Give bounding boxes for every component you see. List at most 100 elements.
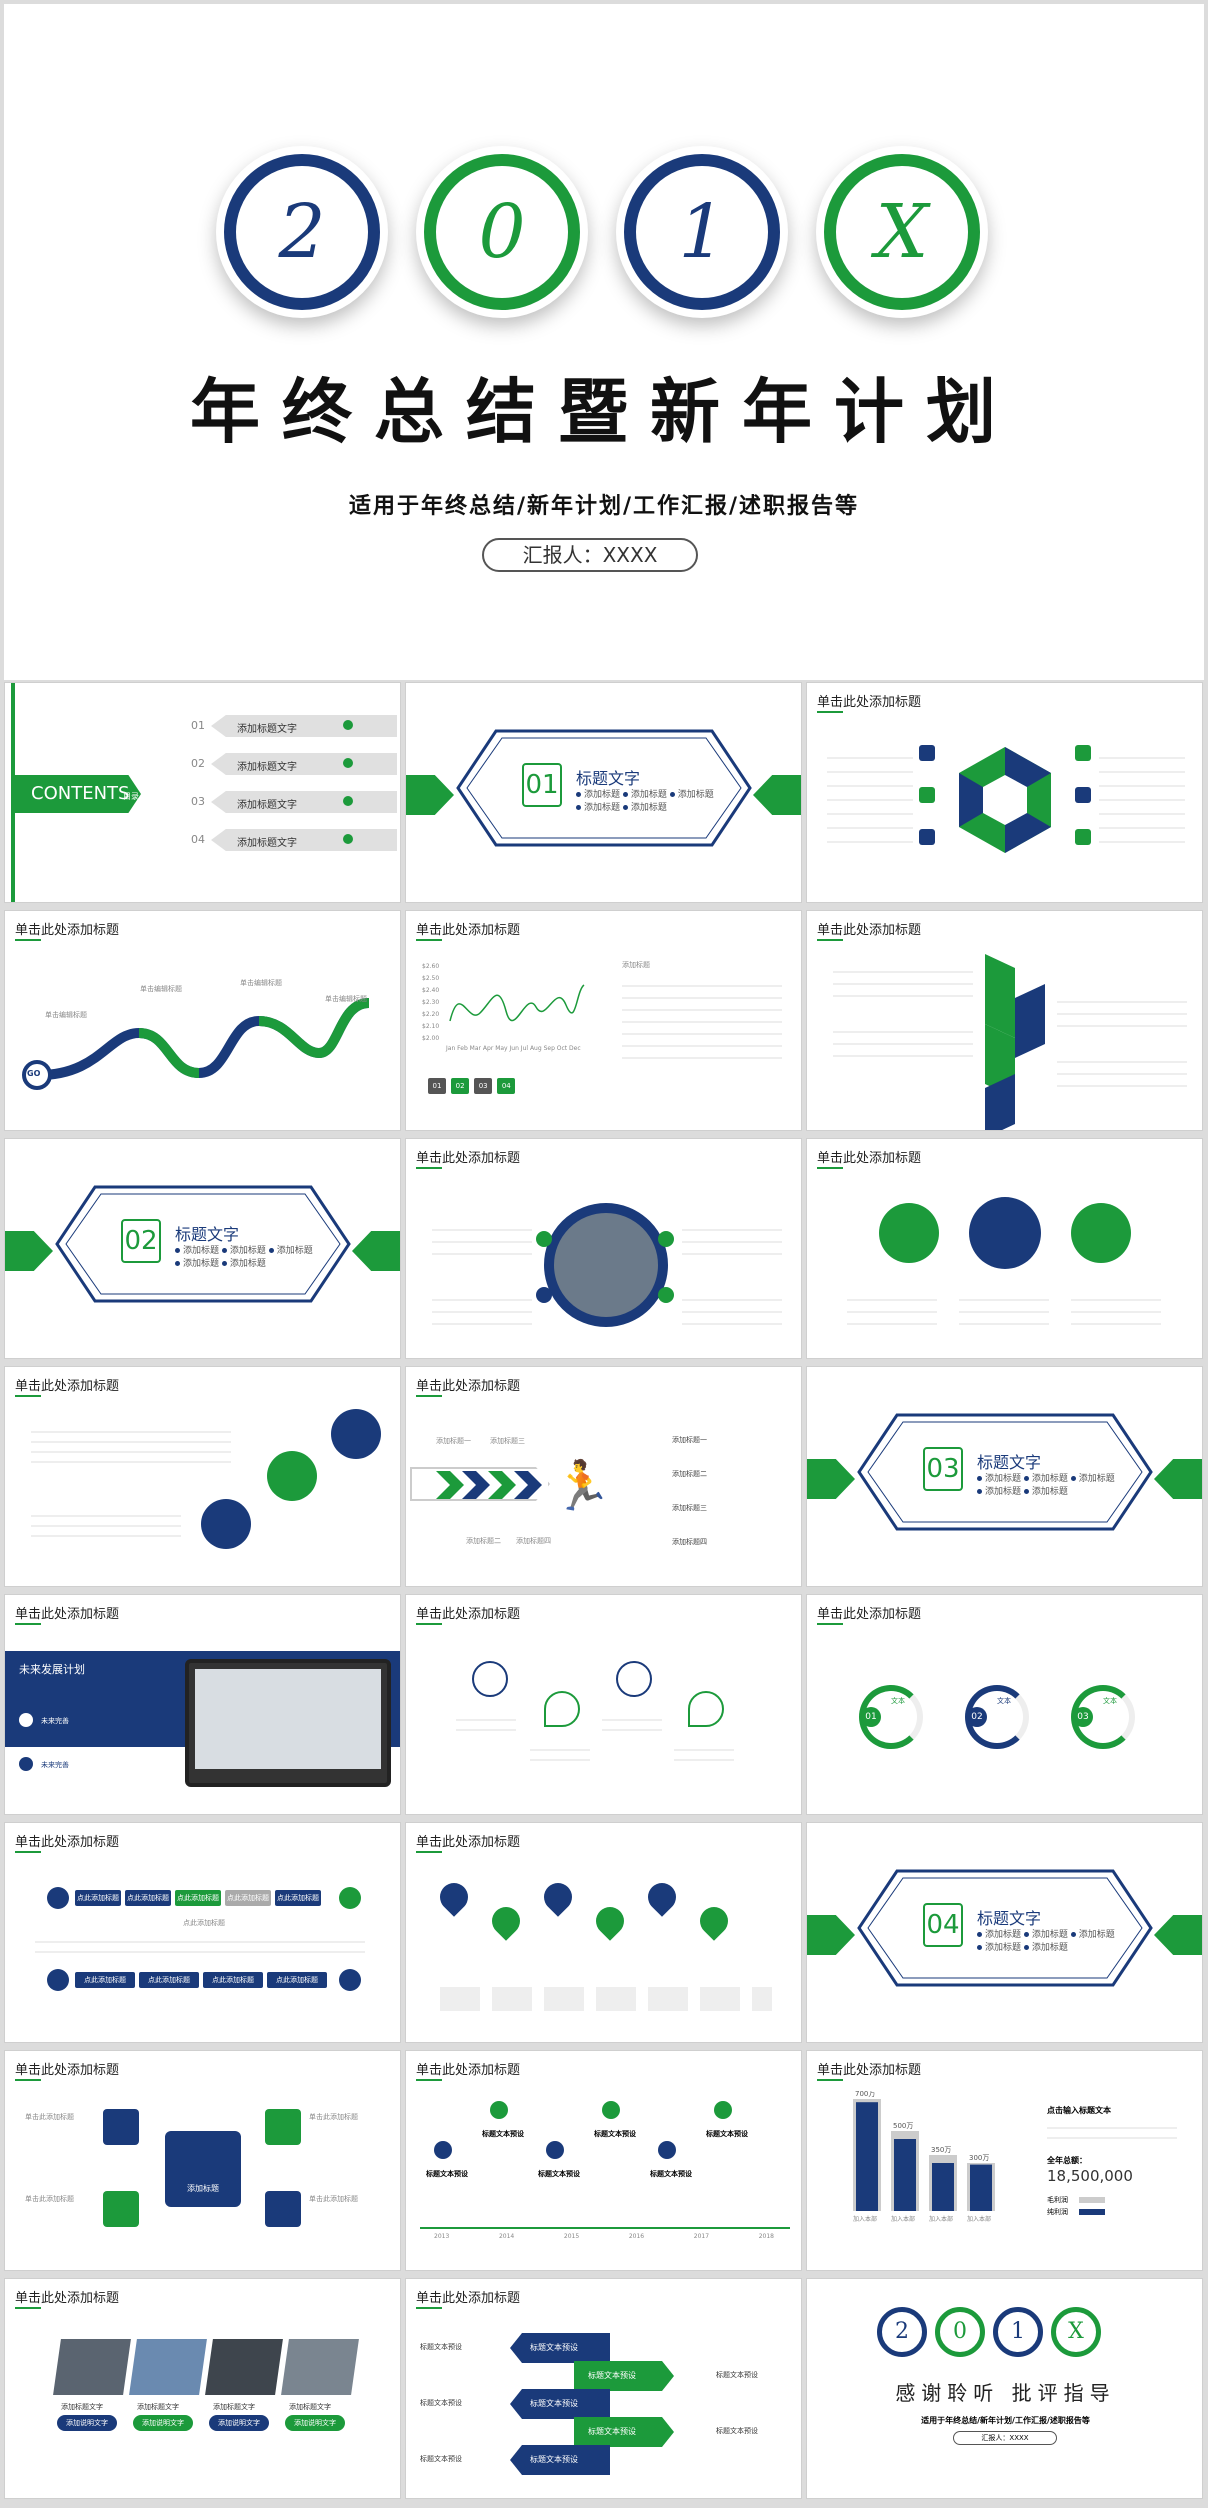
board-icon [544, 1691, 580, 1727]
slide-section-01[interactable]: 01 标题文字 添加标题 添加标题 添加标题 添加标题 添加标题 [405, 682, 802, 903]
section-items: 添加标题 添加标题 添加标题 添加标题 添加标题 [576, 789, 746, 815]
slide-section-04[interactable]: 04 标题文字 添加标题 添加标题 添加标题 添加标题 添加标题 [806, 1822, 1203, 2043]
compass-icon [103, 2191, 139, 2227]
slide-title: 单击此处添加标题 [416, 1831, 520, 1853]
bar-inner [932, 2163, 954, 2211]
circle-3 [1071, 1203, 1131, 1263]
slide-three-circles[interactable]: 单击此处添加标题 [806, 1138, 1203, 1359]
bar-inner [970, 2164, 992, 2211]
gear-icon [536, 1287, 552, 1303]
bar-total: 18,500,000 [1047, 2167, 1133, 2185]
clock-icon [490, 2101, 508, 2119]
cloud-icon [339, 1969, 361, 1991]
photo-circle [544, 1203, 668, 1327]
digit: 1 [678, 189, 726, 275]
slide-title: 单击此处添加标题 [15, 2287, 119, 2309]
people-icon [47, 1887, 69, 1909]
slide-stairs[interactable]: 单击此处添加标题 [806, 910, 1203, 1131]
slide-section-02[interactable]: 02 标题文字 添加标题 添加标题 添加标题 添加标题 添加标题 [4, 1138, 401, 1359]
cover-title: 年终总结暨新年计划 [190, 371, 1018, 453]
hexagon-frame [857, 1869, 1153, 1987]
user-icon [688, 1691, 724, 1727]
slide-thanks[interactable]: 2 0 1 X 感谢聆听 批评指导 适用于年终总结/新年计划/工作汇报/述职报告… [806, 2278, 1203, 2499]
slide-title: 单击此处添加标题 [15, 1831, 119, 1853]
slide-title: 单击此处添加标题 [15, 2059, 119, 2081]
bar-inner [894, 2139, 916, 2211]
people-icon [919, 745, 935, 761]
bar-label: 350万 [931, 2146, 951, 2154]
cover-slide: 2 0 1 X 年终总结暨新年计划 适用于年终总结/新年计划/工作汇报/述职报告… [4, 4, 1204, 680]
digit-circle-3: 1 [616, 146, 788, 318]
laptop-image [185, 1659, 391, 1787]
slide-photos[interactable]: 单击此处添加标题 添加标题文字 添加标题文字 添加标题文字 添加标题文字 添加说… [4, 2278, 401, 2499]
step-list: 添加标题一 添加标题二 添加标题三 添加标题四 [672, 1436, 707, 1546]
slide-plan[interactable]: 单击此处添加标题 未来发展计划 未来完善 未来完善 [4, 1594, 401, 1815]
pencil-icon [103, 2109, 139, 2145]
section-title: 标题文字 [576, 769, 641, 788]
timeline-years: 2013 2014 2015 2016 2017 2018 [434, 2233, 774, 2240]
pin-marker [434, 1877, 474, 1917]
slide-title: 单击此处添加标题 [416, 1375, 520, 1397]
tools-icon [919, 787, 935, 803]
chart-buttons: 01 02 03 04 [428, 1073, 516, 1094]
handshake-icon [658, 1287, 674, 1303]
list-item[interactable]: 03 添加标题文字 [191, 789, 397, 827]
slide-arrow-runner[interactable]: 单击此处添加标题 🏃 添加标题一 添加标题三 添加标题二 添加标题四 添加标题一… [405, 1366, 802, 1587]
contents-list: 01 添加标题文字 02 添加标题文字 03 添加标题文字 04 添加标题文字 [191, 713, 397, 865]
slide-title: 单击此处添加标题 [15, 1603, 119, 1625]
contents-label-sub: 目录 [123, 792, 139, 801]
slide-photo-circle[interactable]: 单击此处添加标题 [405, 1138, 802, 1359]
hexagon-frame [456, 729, 752, 847]
list-item[interactable]: 01 添加标题文字 [191, 713, 397, 751]
line-chart [449, 984, 585, 1022]
slide-contents[interactable]: CONTENTS 目录 01 添加标题文字 02 添加标题文字 03 添加标题文字 0… [4, 682, 401, 903]
digit: 2 [278, 189, 326, 275]
slide-title: 单击此处添加标题 [416, 919, 520, 941]
reporter-pill: 汇报人：XXXX [482, 538, 698, 572]
slide-arrows[interactable]: 单击此处添加标题 标题文本预设 标题文本预设 标题文本预设 标题文本预设 标题文… [405, 2278, 802, 2499]
bar-category: 加入本部 [967, 2215, 991, 2223]
list-item[interactable]: 02 添加标题文字 [191, 751, 397, 789]
slide-pins[interactable]: 单击此处添加标题 [405, 1822, 802, 2043]
slide-title: 单击此处添加标题 [416, 2287, 520, 2309]
slide-icons-wave[interactable]: 单击此处添加标题 [405, 1594, 802, 1815]
slide-line-chart[interactable]: 单击此处添加标题 $2.60 $2.50 $2.40 $2.30 $2.20 $2.10 $… [405, 910, 802, 1131]
bar-inner [856, 2102, 878, 2211]
bar-category: 加入本部 [891, 2215, 915, 2223]
pin-marker [486, 1901, 526, 1941]
pin-marker [694, 1901, 734, 1941]
x-ticks: Jan Feb Mar Apr May Jun Jul Aug Sep Oct … [446, 1045, 581, 1052]
list-item[interactable]: 04 添加标题文字 [191, 827, 397, 865]
slide-title: 单击此处添加标题 [15, 1375, 119, 1397]
slide-title: 单击此处添加标题 [15, 919, 119, 941]
slide-key[interactable]: 单击此处添加标题 添加标题 单击此添加标题 单击此添加标题 单击此添加标题 单击… [4, 2050, 401, 2271]
contents-tag: CONTENTS 目录 [15, 775, 141, 813]
phone-icon [658, 1231, 674, 1247]
slide-flow[interactable]: 单击此处添加标题 点此添加标题 点此添加标题 点此添加标题 点此添加标题 点此添… [4, 1822, 401, 2043]
photo-3 [205, 2339, 283, 2395]
bar-side-title: 点击输入标题文本 [1047, 2106, 1111, 2115]
plane-icon [434, 2141, 452, 2159]
digit-circle-4: X [816, 146, 988, 318]
shield-icon [1075, 787, 1091, 803]
hex-ring-diagram [959, 747, 1051, 853]
slide-section-03[interactable]: 03 标题文字 添加标题 添加标题 添加标题 添加标题 添加标题 [806, 1366, 1203, 1587]
slide-bubbles[interactable]: 单击此处添加标题 [4, 1366, 401, 1587]
user-icon [536, 1231, 552, 1247]
cart-icon [47, 1969, 69, 1991]
slide-timeline[interactable]: 单击此处添加标题 2013 2014 2015 2016 2017 2018 标题文本预设… [405, 2050, 802, 2271]
go-label: GO [27, 1069, 41, 1078]
section-number: 03 [923, 1447, 963, 1491]
slide-bar-chart[interactable]: 单击此处添加标题 700万 加入本部 500万 加入本部 350万 加入本部 300万 加入本… [806, 2050, 1203, 2271]
bar-label: 500万 [893, 2122, 913, 2130]
slide-road[interactable]: 单击此处添加标题 GO 单击编辑标题 单击编辑标题 单击编辑标题 单击编辑标题 [4, 910, 401, 1131]
slide-hex-ring[interactable]: 单击此处添加标题 [806, 682, 1203, 903]
slide-progress-rings[interactable]: 单击此处添加标题 01 文本 02 文本 03 文本 [806, 1594, 1203, 1815]
photo-2 [129, 2339, 207, 2395]
slide-title: 单击此处添加标题 [817, 919, 921, 941]
key-icon-box: 添加标题 [165, 2131, 241, 2207]
road-path [22, 998, 370, 1090]
bulb-icon [343, 720, 353, 730]
slide-title: 单击此处添加标题 [817, 2059, 921, 2081]
